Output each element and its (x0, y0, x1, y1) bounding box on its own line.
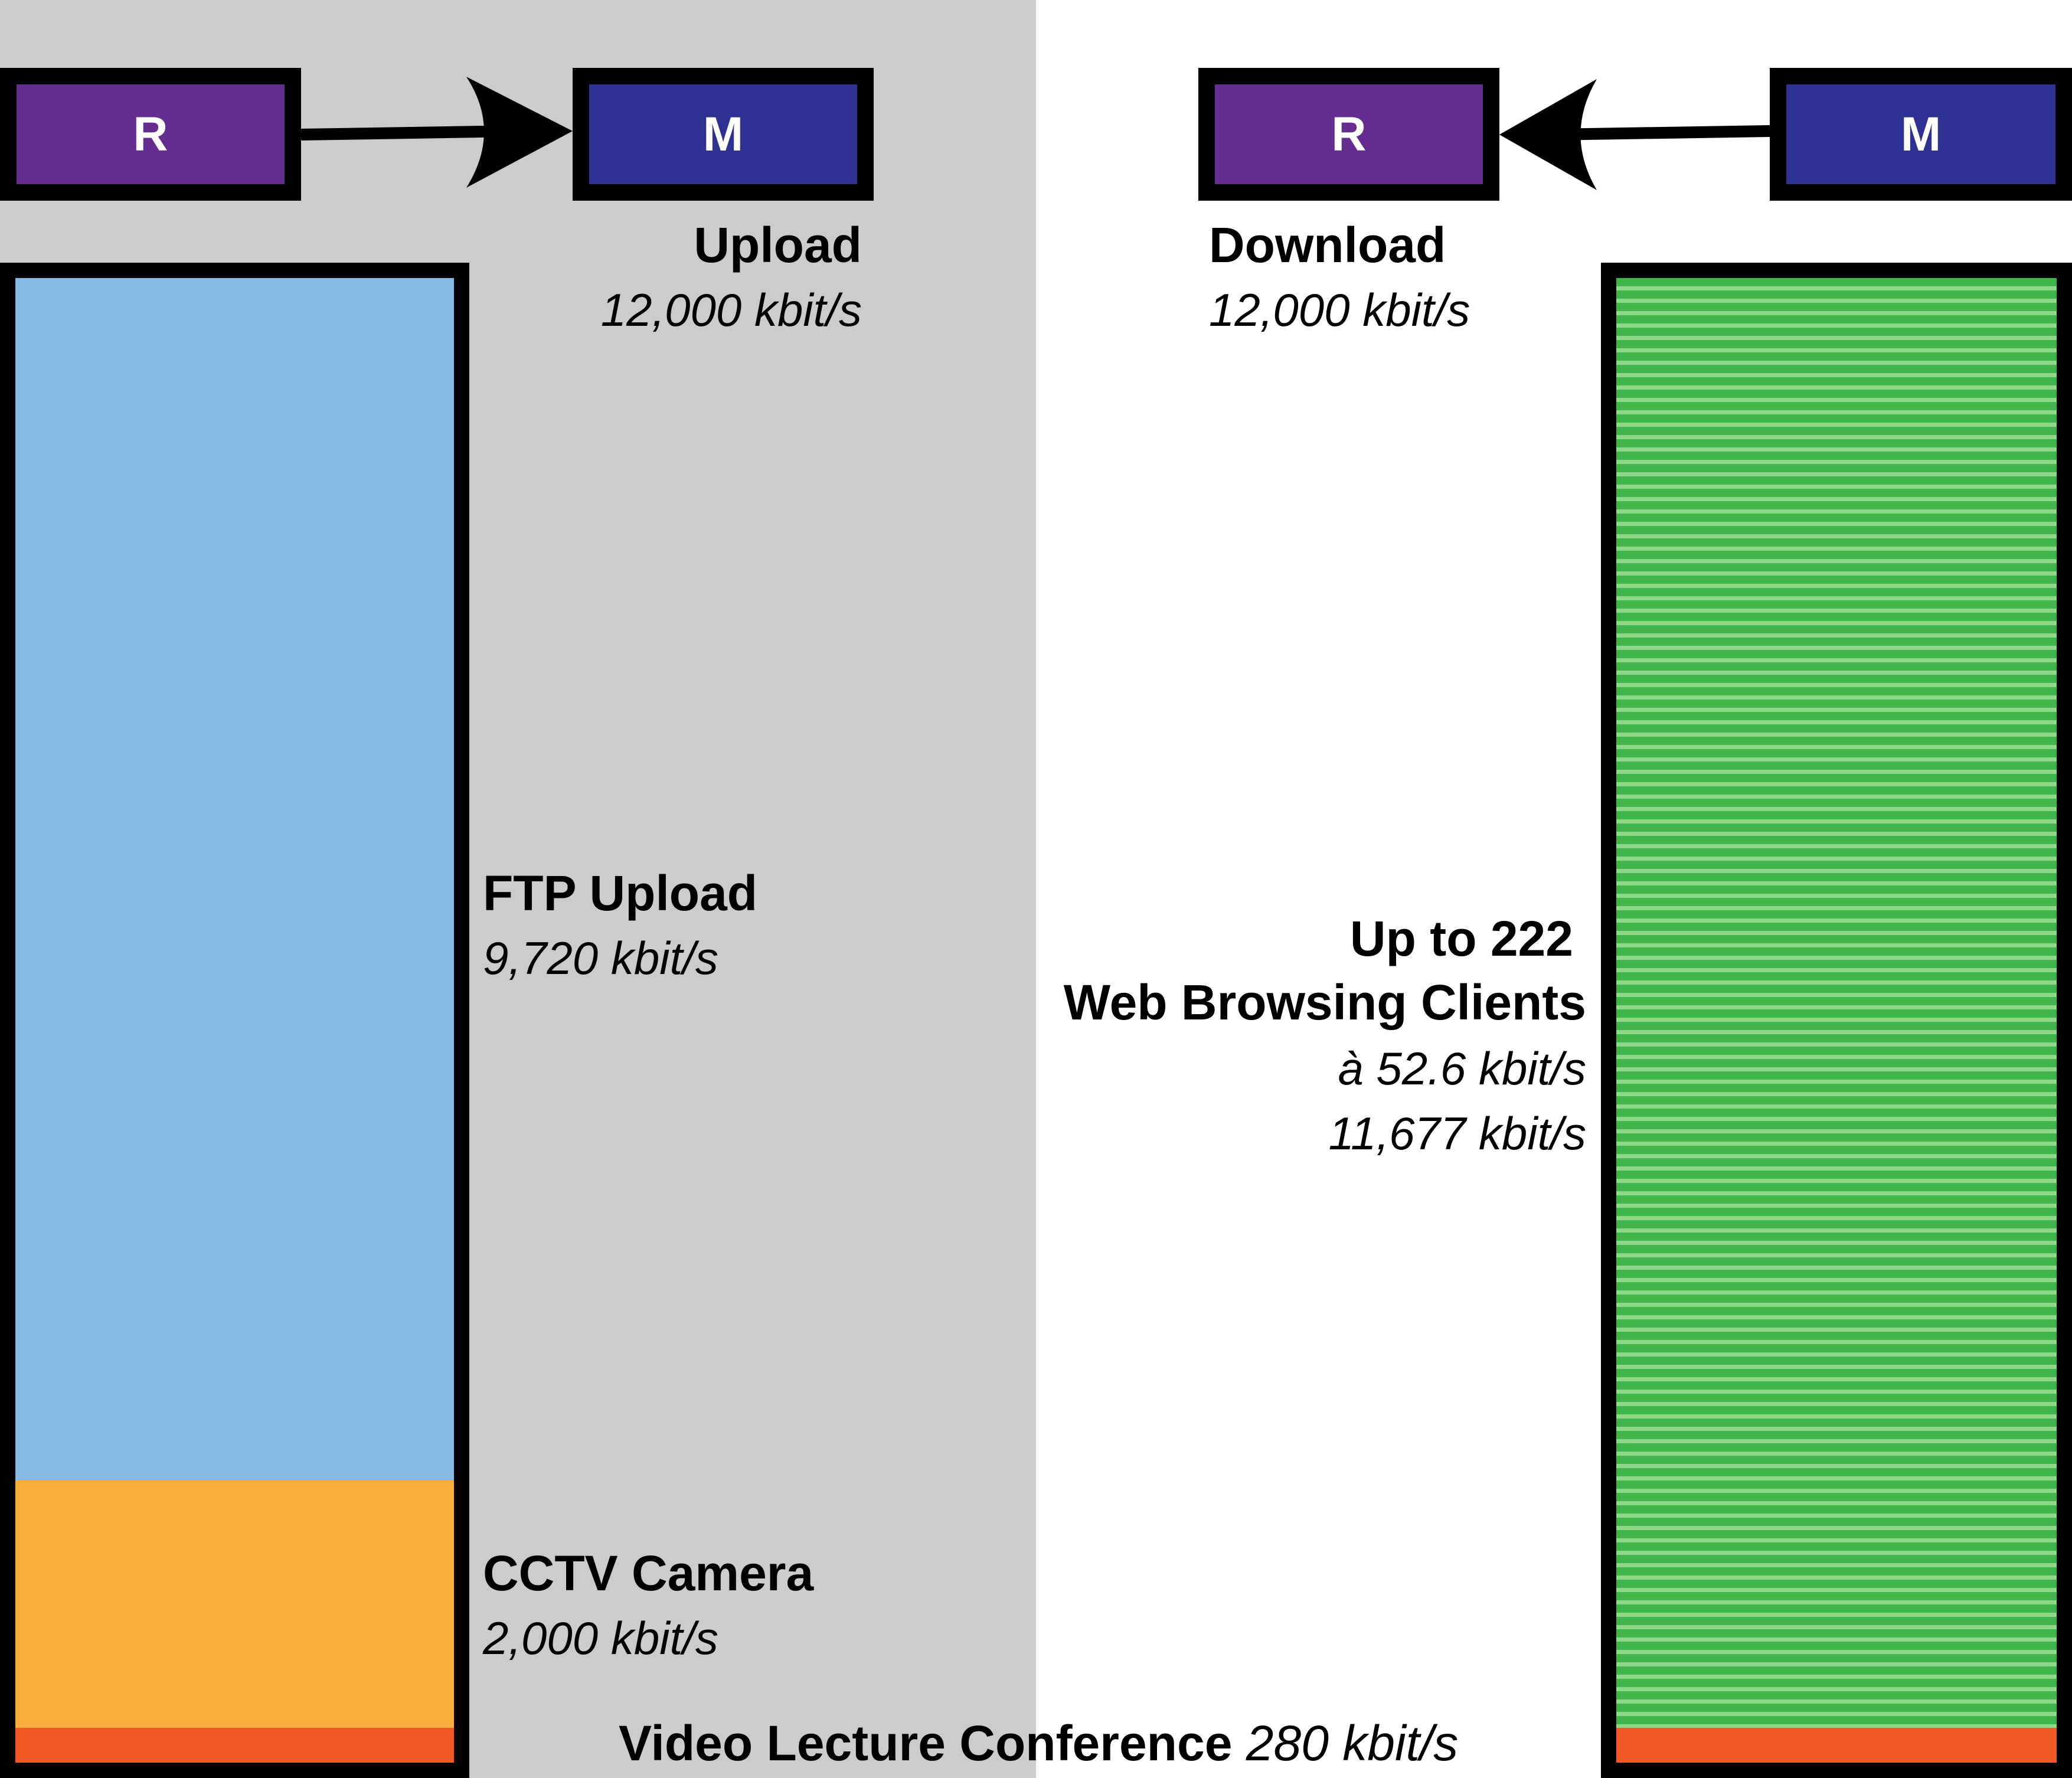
upload-rate: 12,000 kbit/s (600, 284, 862, 336)
cctv-camera-rate: 2,000 kbit/s (483, 1612, 718, 1664)
web-per-client-rate: à 52.6 kbit/s (1338, 1042, 1586, 1094)
video-conference-label: Video Lecture Conference 280 kbit/s (619, 1711, 1458, 1776)
download-title: Download (1209, 217, 1446, 273)
web-clients-label: Web Browsing Clients (1063, 975, 1586, 1030)
upload-bar (0, 263, 469, 1778)
download-video-conference-segment (1616, 1728, 2057, 1763)
web-clients-count: Up to 222 (1349, 911, 1573, 966)
download-modem-label: M (1900, 107, 1942, 161)
upload-modem-label: M (702, 107, 744, 161)
download-router-label: R (1331, 107, 1367, 161)
download-router-node: R (1198, 68, 1499, 201)
web-total-rate: 11,677 kbit/s (1328, 1107, 1586, 1159)
download-bar (1601, 263, 2072, 1778)
video-conference-name: Video Lecture Conference (619, 1715, 1233, 1771)
upload-router-label: R (133, 107, 168, 161)
video-conference-rate: 280 kbit/s (1246, 1715, 1459, 1771)
ftp-upload-segment (15, 278, 454, 1480)
download-rate: 12,000 kbit/s (1209, 284, 1470, 336)
upload-title: Upload (694, 217, 862, 273)
ftp-upload-label: FTP Upload (483, 865, 758, 921)
web-browsing-segment (1616, 278, 2057, 1728)
download-arrowhead (1499, 79, 1597, 190)
download-arrow-line (1552, 125, 1770, 140)
upload-video-conference-segment (15, 1728, 454, 1763)
upload-router-node: R (0, 68, 301, 201)
ftp-upload-rate: 9,720 kbit/s (483, 932, 718, 984)
cctv-camera-segment (15, 1480, 454, 1728)
upload-modem-node: M (573, 68, 874, 201)
cctv-camera-label: CCTV Camera (483, 1545, 814, 1601)
download-modem-node: M (1770, 68, 2072, 201)
